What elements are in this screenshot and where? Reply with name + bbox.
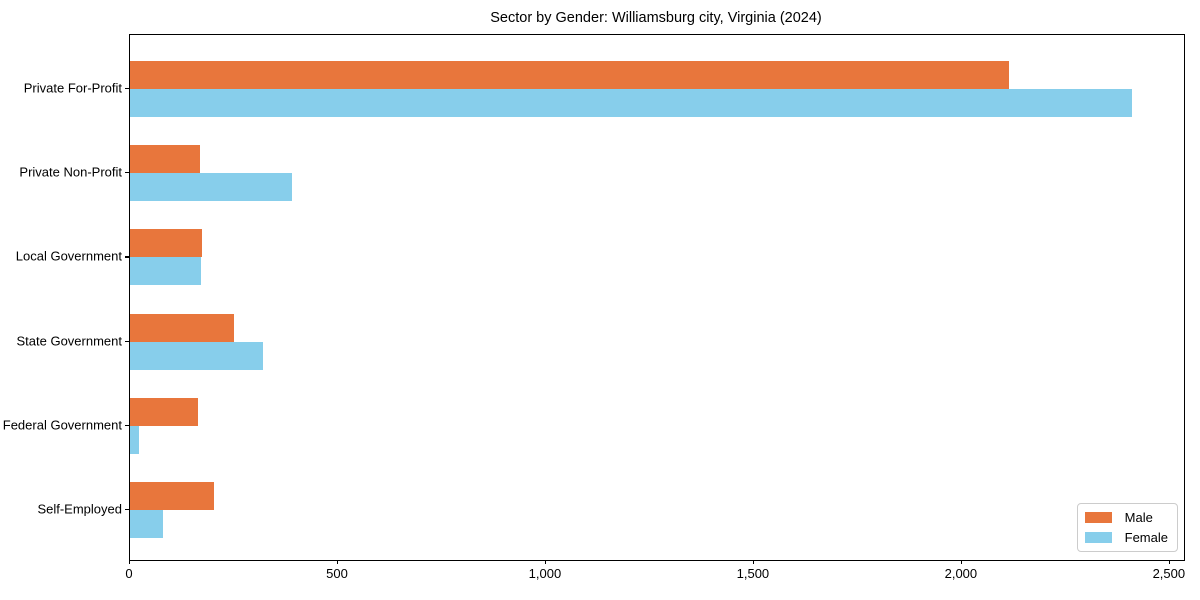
chart-title: Sector by Gender: Williamsburg city, Vir… <box>490 10 822 26</box>
bar-male-self-employed <box>130 482 215 510</box>
x-tick-label: 2,000 <box>944 566 978 581</box>
x-tick-mark <box>544 560 547 564</box>
x-tick-mark <box>129 560 131 564</box>
x-tick-label: 1,000 <box>528 566 562 581</box>
bar-female-private-non-profit <box>130 173 292 202</box>
y-axis-label-state-government: State Government <box>16 333 123 349</box>
x-tick-label: 2,500 <box>1152 566 1186 581</box>
legend-label-male: Male <box>1124 510 1153 525</box>
bar-female-private-for-profit <box>130 89 1132 117</box>
y-tick-mark <box>125 340 129 342</box>
bar-female-federal-government <box>130 425 140 454</box>
y-tick-mark <box>125 509 129 511</box>
y-tick-mark <box>125 256 129 258</box>
legend-swatch-male <box>1084 512 1112 523</box>
y-tick-mark <box>125 88 129 90</box>
bar-male-private-non-profit <box>130 145 200 174</box>
bar-male-local-government <box>130 229 202 258</box>
y-axis-label-private-non-profit: Private Non-Profit <box>19 164 122 180</box>
x-tick-mark <box>1168 560 1171 564</box>
x-tick-label: 0 <box>125 566 133 581</box>
bar-male-federal-government <box>130 397 198 426</box>
plot-area: Male Female <box>129 34 1185 561</box>
bar-female-self-employed <box>130 510 163 538</box>
legend-item-male: Male <box>1084 510 1168 525</box>
x-tick-mark <box>336 560 339 564</box>
x-tick-mark <box>960 560 963 564</box>
bar-male-private-for-profit <box>130 61 1010 89</box>
bar-male-state-government <box>130 313 234 342</box>
y-axis-label-federal-government: Federal Government <box>2 417 122 433</box>
x-tick-label: 1,500 <box>736 566 770 581</box>
legend-label-female: Female <box>1124 530 1168 545</box>
legend-item-female: Female <box>1084 530 1168 545</box>
y-axis-label-self-employed: Self-Employed <box>37 501 122 517</box>
bar-female-state-government <box>130 341 263 370</box>
y-axis-label-private-for-profit: Private For-Profit <box>23 80 122 96</box>
bar-female-local-government <box>130 257 202 286</box>
x-tick-mark <box>752 560 755 564</box>
legend-swatch-female <box>1084 532 1112 543</box>
x-tick-label: 500 <box>326 566 348 581</box>
y-tick-mark <box>125 424 129 426</box>
legend: Male Female <box>1076 503 1178 552</box>
y-tick-mark <box>125 172 129 174</box>
y-axis-label-local-government: Local Government <box>15 248 122 264</box>
